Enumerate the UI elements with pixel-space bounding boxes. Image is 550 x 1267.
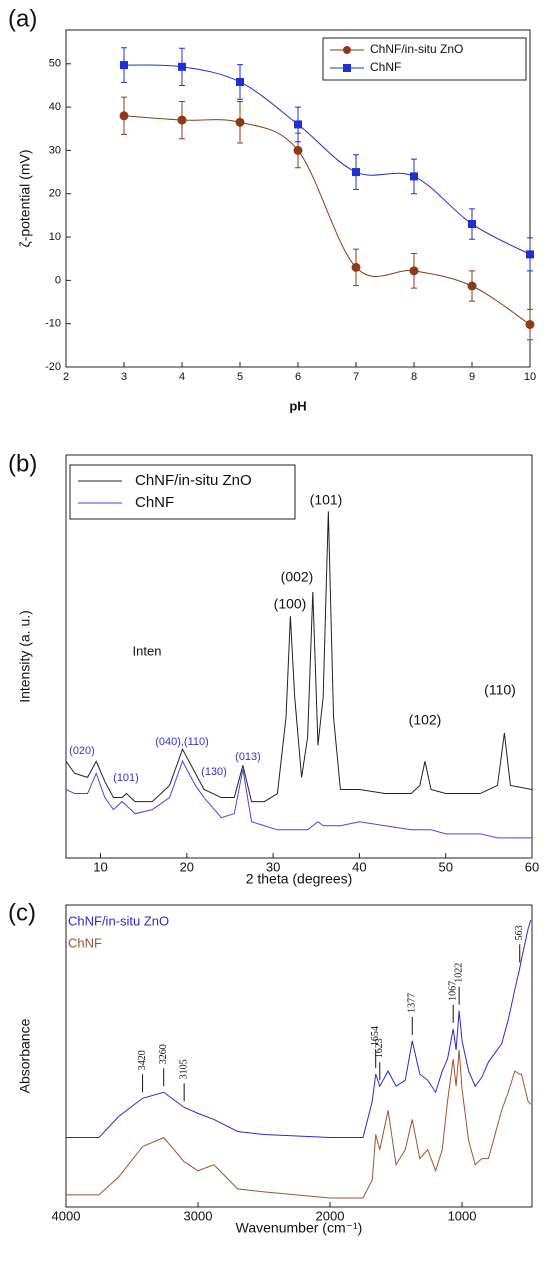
y-axis-label: Absorbance [17, 1018, 33, 1093]
y-tick-label: 20 [49, 188, 61, 200]
x-tick-label: 4000 [52, 1208, 81, 1223]
series-line [66, 919, 532, 1139]
legend-label: ChNF/in-situ ZnO [370, 42, 463, 56]
marker [467, 281, 477, 291]
marker [236, 77, 244, 86]
x-tick-label: 10 [93, 859, 107, 874]
panel-label: (c) [8, 899, 36, 926]
marker [235, 117, 245, 127]
annotation: (002) [281, 569, 314, 585]
peak-label: 1654 [370, 1026, 381, 1046]
marker [525, 320, 535, 330]
peak-label: 1022 [453, 963, 464, 983]
peak-label: 3260 [158, 1044, 169, 1064]
y-tick-label: 0 [55, 274, 61, 286]
legend-label: ChNF [68, 935, 102, 950]
marker [177, 115, 187, 125]
peak-label: 3105 [178, 1059, 189, 1079]
x-tick-label: 9 [469, 371, 475, 383]
legend-label: ChNF [135, 494, 174, 511]
y-tick-label: -10 [45, 318, 61, 330]
y-tick-label: 10 [49, 231, 61, 243]
y-tick-label: 50 [49, 58, 61, 70]
y-tick-label: -20 [45, 361, 61, 373]
x-tick-label: 6 [295, 371, 301, 383]
panel-label: (b) [8, 450, 37, 477]
x-tick-label: 4 [179, 371, 185, 383]
annotation: (100) [274, 596, 307, 612]
annotation: (101) [310, 492, 343, 508]
x-axis-label: Wavenumber (cm⁻¹) [236, 1220, 363, 1236]
y-tick-label: 40 [49, 101, 61, 113]
legend-label: ChNF [370, 60, 401, 74]
marker [526, 250, 534, 259]
legend-box [322, 37, 527, 81]
marker [468, 220, 476, 229]
x-tick-label: 5 [237, 371, 243, 383]
x-tick-label: 20 [180, 859, 194, 874]
legend-label: ChNF/in-situ ZnO [135, 472, 252, 489]
x-tick-label: 40 [352, 859, 366, 874]
x-tick-label: 3000 [184, 1208, 213, 1223]
plot-frame [65, 29, 531, 368]
series-line [66, 1049, 532, 1199]
x-tick-label: 50 [438, 859, 452, 874]
series-line [65, 760, 532, 839]
annotation: (130) [201, 766, 227, 778]
peak-label: 3420 [137, 1050, 148, 1070]
annotation: (013) [235, 751, 261, 763]
marker [351, 262, 361, 272]
marker [409, 266, 419, 276]
x-tick-label: 7 [353, 371, 359, 383]
marker [119, 111, 129, 121]
x-tick-label: 30 [266, 859, 280, 874]
marker [294, 120, 302, 129]
x-tick-label: 8 [411, 371, 417, 383]
annotation: (020) [69, 745, 95, 757]
marker [352, 168, 360, 177]
legend-box [69, 464, 296, 520]
series-line [123, 115, 531, 325]
x-tick-label: 1000 [448, 1208, 477, 1223]
x-tick-label: 2000 [316, 1208, 345, 1223]
annotation: (102) [409, 712, 442, 728]
x-tick-label: 60 [525, 859, 539, 874]
marker [293, 145, 303, 155]
annotation: (101) [113, 772, 139, 784]
peak-label: 1067 [447, 981, 458, 1001]
y-axis-label: Intensity (a. u.) [17, 610, 33, 703]
legend-label: ChNF/in-situ ZnO [68, 913, 169, 928]
y-axis-label: ζ-potential (mV) [17, 150, 33, 248]
annotation: Inten [133, 643, 162, 658]
peak-label: 563 [514, 925, 525, 940]
x-axis-label: pH [289, 398, 306, 413]
x-tick-label: 3 [121, 371, 127, 383]
peak-label: 1377 [407, 993, 418, 1013]
series-line [65, 511, 533, 803]
plot-frame [65, 454, 533, 859]
plot-frame [65, 904, 533, 1208]
x-tick-label: 10 [524, 371, 536, 383]
marker [410, 172, 418, 181]
x-axis-label: 2 theta (degrees) [246, 871, 353, 887]
annotation: (040),(110) [155, 736, 209, 748]
marker [178, 62, 186, 71]
legend-marker [343, 64, 351, 72]
marker [120, 61, 128, 70]
annotation: (110) [484, 682, 516, 698]
y-tick-label: 30 [49, 144, 61, 156]
legend-marker [343, 46, 351, 54]
x-tick-label: 2 [63, 371, 69, 383]
panel-label: (a) [8, 5, 37, 32]
peak-label: 1623 [374, 1038, 385, 1058]
